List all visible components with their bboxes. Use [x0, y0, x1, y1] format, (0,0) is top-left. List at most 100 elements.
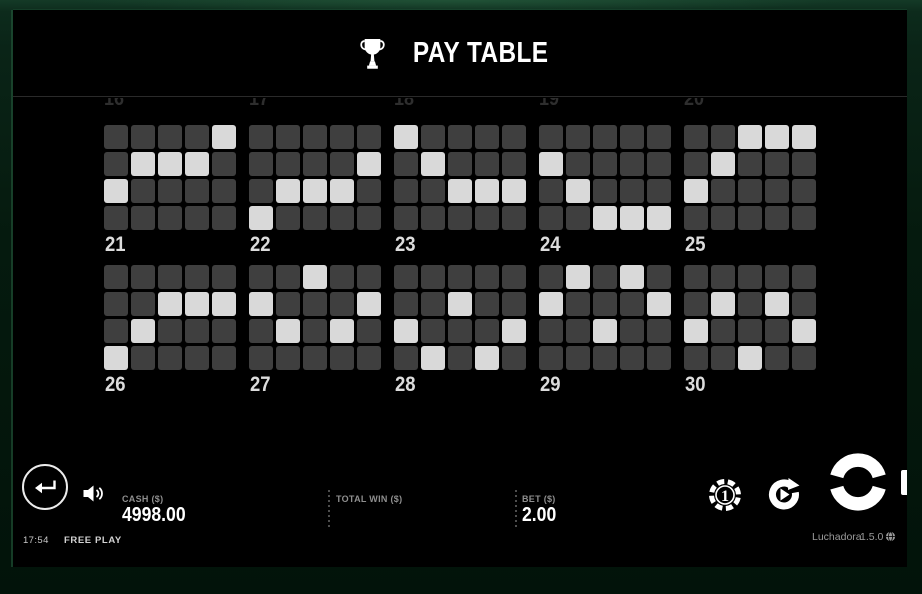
payline-cell — [684, 179, 708, 203]
payline-grid — [394, 265, 526, 370]
payline-cell — [647, 152, 671, 176]
payline-cell — [131, 206, 155, 230]
payline-cell — [104, 125, 128, 149]
spin-button[interactable] — [828, 452, 888, 512]
payline-cell — [647, 265, 671, 289]
payline-card: 22 — [249, 125, 381, 255]
payline-cell — [684, 292, 708, 316]
autoplay-button[interactable] — [767, 477, 801, 512]
cash-stat: CASH ($) 4998.00 — [122, 494, 194, 525]
payline-cell — [276, 206, 300, 230]
game-screen: 16 17 18 19 20 21 22 23 24 25 26 27 28 29 30 PAY TABL… — [13, 10, 907, 567]
payline-number: 26 — [105, 373, 126, 396]
payline-cell — [303, 346, 327, 370]
payline-cell — [475, 125, 499, 149]
clock: 17:54 — [23, 535, 49, 546]
payline-cell — [502, 346, 526, 370]
clipped-labels: 16 17 18 19 20 — [13, 98, 907, 112]
payline-cell — [620, 152, 644, 176]
payline-number: 29 — [540, 373, 561, 396]
payline-cell — [158, 292, 182, 316]
payline-cell — [212, 179, 236, 203]
payline-cell — [738, 179, 762, 203]
payline-cell — [475, 265, 499, 289]
payline-card: 28 — [394, 265, 526, 395]
payline-cell — [647, 125, 671, 149]
payline-cell — [212, 265, 236, 289]
payline-cell — [357, 346, 381, 370]
payline-grid — [249, 265, 381, 370]
payline-card: 24 — [539, 125, 671, 255]
payline-cell — [104, 265, 128, 289]
payline-cell — [158, 346, 182, 370]
bet-label: BET ($) — [522, 494, 556, 504]
total-win-stat: TOTAL WIN ($) — [336, 494, 402, 504]
payline-cell — [303, 319, 327, 343]
globe-icon[interactable] — [885, 531, 896, 542]
payline-cell — [212, 206, 236, 230]
payline-cell — [502, 125, 526, 149]
sound-icon[interactable] — [82, 484, 104, 503]
payline-cell — [249, 152, 273, 176]
payline-grid — [104, 265, 236, 370]
payline-cell — [421, 319, 445, 343]
clipped-payline-number: 19 — [539, 98, 560, 110]
payline-grid — [684, 265, 816, 370]
payline-cell — [357, 265, 381, 289]
payline-cell — [765, 292, 789, 316]
payline-cell — [212, 319, 236, 343]
payline-cell — [792, 125, 816, 149]
payline-cell — [131, 152, 155, 176]
payline-cell — [765, 125, 789, 149]
payline-cell — [475, 179, 499, 203]
payline-cell — [620, 265, 644, 289]
payline-number: 25 — [685, 233, 706, 256]
payline-cell — [104, 346, 128, 370]
payline-cell — [502, 152, 526, 176]
payline-cell — [684, 125, 708, 149]
payline-cell — [330, 292, 354, 316]
payline-cell — [566, 292, 590, 316]
chip-value: 1 — [721, 487, 729, 505]
payline-cell — [566, 152, 590, 176]
payline-cell — [448, 319, 472, 343]
payline-cell — [104, 179, 128, 203]
payline-cell — [185, 319, 209, 343]
payline-cell — [765, 152, 789, 176]
chip-icon: 1 — [709, 479, 741, 511]
payline-cell — [502, 206, 526, 230]
payline-cell — [330, 346, 354, 370]
bet-chip-button[interactable]: 1 — [707, 477, 743, 513]
payline-cell — [593, 319, 617, 343]
payline-cell — [212, 346, 236, 370]
payline-cell — [593, 265, 617, 289]
payline-cell — [394, 152, 418, 176]
payline-cell — [185, 179, 209, 203]
payline-cell — [475, 292, 499, 316]
payline-cell — [131, 319, 155, 343]
payline-cell — [249, 292, 273, 316]
payline-cell — [738, 346, 762, 370]
payline-cell — [711, 206, 735, 230]
payline-cell — [448, 292, 472, 316]
payline-cell — [502, 179, 526, 203]
payline-cell — [185, 206, 209, 230]
payline-cell — [158, 125, 182, 149]
payline-card: 30 — [684, 265, 816, 395]
back-button[interactable] — [22, 464, 68, 510]
payline-cell — [249, 265, 273, 289]
payline-cell — [104, 292, 128, 316]
payline-cell — [502, 319, 526, 343]
payline-grid — [684, 125, 816, 230]
payline-cell — [711, 292, 735, 316]
payline-cell — [593, 206, 617, 230]
payline-card: 23 — [394, 125, 526, 255]
payline-cell — [394, 206, 418, 230]
payline-cell — [394, 346, 418, 370]
payline-card: 27 — [249, 265, 381, 395]
payline-cell — [539, 265, 563, 289]
payline-cell — [738, 265, 762, 289]
payline-cell — [792, 206, 816, 230]
payline-cell — [158, 152, 182, 176]
payline-cell — [765, 206, 789, 230]
